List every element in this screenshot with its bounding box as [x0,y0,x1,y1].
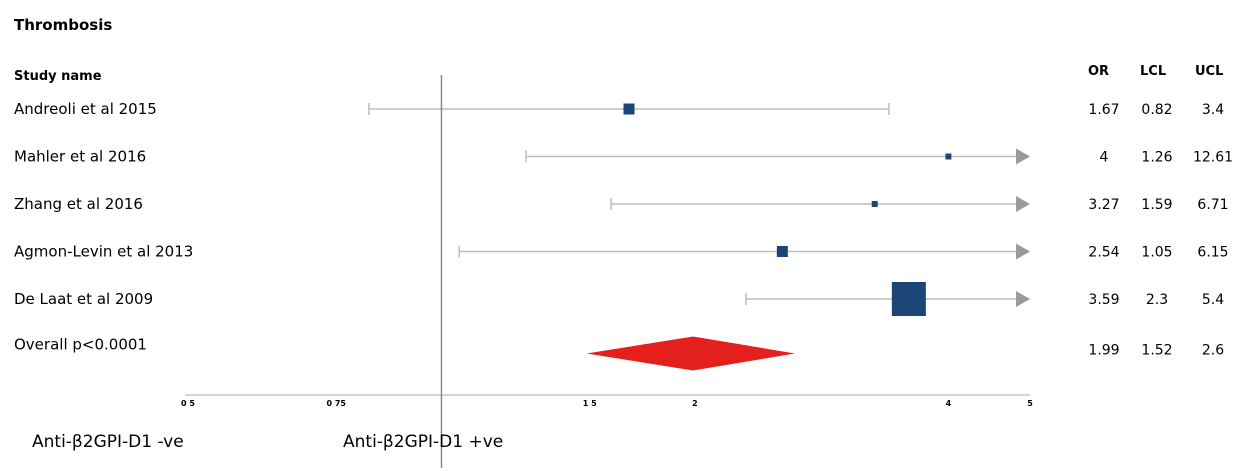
ci-upper-arrow [1016,291,1030,307]
lcl-value: 1.59 [1141,197,1172,213]
favours-left-label: Anti-β2GPI-D1 -ve [32,432,184,452]
point-estimate-marker [776,246,788,257]
x-tick-label: 0 5 [181,399,195,408]
chart-title: Thrombosis [14,16,112,34]
study-name: Agmon-Levin et al 2013 [14,243,193,261]
or-value: 2.54 [1088,245,1119,261]
x-tick-label: 0 75 [327,399,347,408]
overall-row: Overall p<0.0001 1.99 1.52 2.6 [14,336,1224,371]
study-name: Mahler et al 2016 [14,148,146,166]
study-name: De Laat et al 2009 [14,290,153,308]
study-name: Zhang et al 2016 [14,195,143,213]
or-value: 4 [1100,150,1109,166]
favours-right-label: Anti-β2GPI-D1 +ve [343,432,503,452]
study-rows: Andreoli et al 2015 1.67 0.82 3.4 Mahler et … [14,100,1233,316]
study-row-agmon-levin-et-al-2013: Agmon-Levin et al 2013 2.54 1.05 6.15 [14,243,1229,261]
ci-upper-arrow [1016,243,1030,260]
x-axis-ticks: 0 5 0 75 1 5 2 4 5 [181,399,1033,408]
or-value: 3.27 [1088,197,1119,213]
lcl-column-header: LCL [1140,64,1166,79]
x-tick-label: 4 [946,399,952,408]
ucl-value: 12.61 [1193,150,1233,166]
x-tick-label: 1 5 [583,399,597,408]
lcl-value: 1.26 [1141,150,1172,166]
or-column-header: OR [1088,64,1109,79]
lcl-value: 0.82 [1141,102,1172,118]
point-estimate-marker [891,282,926,316]
x-tick-label: 5 [1027,399,1033,408]
overall-diamond [586,336,795,371]
lcl-value: 2.3 [1146,292,1168,308]
lcl-value: 1.05 [1141,245,1172,261]
ucl-value: 6.71 [1197,197,1228,213]
study-row-de-laat-et-al-2009: De Laat et al 2009 3.59 2.3 5.4 [14,282,1224,316]
ucl-value: 6.15 [1197,245,1228,261]
or-value: 3.59 [1088,292,1119,308]
study-name: Andreoli et al 2015 [14,100,157,118]
point-estimate-marker [945,153,952,160]
study-column-header: Study name [14,69,102,84]
or-value: 1.67 [1088,102,1119,118]
overall-or-value: 1.99 [1088,343,1119,359]
study-row-zhang-et-al-2016: Zhang et al 2016 3.27 1.59 6.71 [14,195,1229,213]
point-estimate-marker [623,103,635,115]
ucl-value: 5.4 [1202,292,1224,308]
point-estimate-marker [871,201,878,207]
ci-upper-arrow [1016,148,1030,165]
ucl-column-header: UCL [1195,64,1223,79]
ucl-value: 3.4 [1202,102,1224,118]
ci-upper-arrow [1016,196,1030,212]
study-row-andreoli-et-al-2015: Andreoli et al 2015 1.67 0.82 3.4 [14,100,1224,118]
study-row-mahler-et-al-2016: Mahler et al 2016 4 1.26 12.61 [14,148,1233,166]
overall-lcl-value: 1.52 [1141,343,1172,359]
x-tick-label: 2 [692,399,698,408]
overall-ucl-value: 2.6 [1202,343,1224,359]
overall-label: Overall p<0.0001 [14,336,147,354]
